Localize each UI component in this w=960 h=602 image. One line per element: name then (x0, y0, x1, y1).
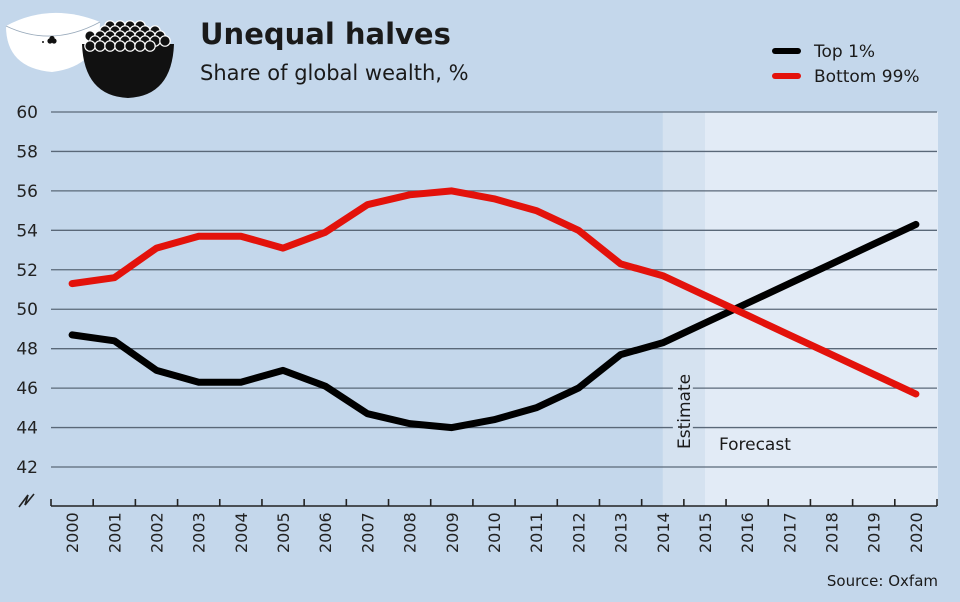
y-tick-label: 48 (16, 340, 38, 360)
bead (94, 40, 106, 52)
forecast-label: Forecast (719, 435, 791, 455)
x-tick-label: 2001 (105, 512, 124, 553)
y-tick-label: 58 (16, 142, 38, 162)
estimate-label: Estimate (675, 374, 695, 449)
series-line-top-1 (68, 220, 920, 432)
y-tick-label: 46 (16, 379, 38, 399)
legend-label-top-1: Top 1% (813, 42, 875, 62)
x-tick-label: 2016 (738, 512, 757, 553)
x-tick-label: 2009 (443, 512, 462, 553)
x-tick-label: 2013 (612, 512, 631, 553)
x-tick-label: 2011 (527, 512, 546, 553)
x-tick-label: 2003 (190, 512, 209, 553)
bead (159, 35, 171, 47)
y-tick-label: 56 (16, 182, 38, 202)
bead (124, 40, 136, 52)
x-tick-label: 2015 (696, 512, 715, 553)
chart-subtitle: Share of global wealth, % (200, 61, 469, 85)
x-tick-label: 2002 (147, 512, 166, 553)
empty-bowl-icon (5, 12, 101, 73)
x-tick-label: 2010 (485, 512, 504, 553)
x-tick-label: 2006 (316, 512, 335, 553)
axis-break-icon (18, 493, 35, 508)
bead (134, 40, 146, 52)
series-line-bottom-99 (68, 187, 920, 398)
x-tick-label: 2014 (654, 512, 673, 553)
x-tick-label: 2018 (823, 512, 842, 553)
source-note: Source: Oxfam (827, 572, 938, 590)
y-tick-label: 42 (16, 458, 38, 478)
full-bowl-icon (82, 20, 174, 98)
x-tick-label: 2004 (232, 512, 251, 553)
bead (84, 40, 96, 52)
x-tick-label: 2017 (780, 512, 799, 553)
chart-title: Unequal halves (200, 17, 451, 51)
bowls-illustration (5, 12, 174, 98)
bead (104, 40, 116, 52)
bead (144, 40, 156, 52)
x-tick-label: 2005 (274, 512, 293, 553)
x-tick-label: 2000 (63, 512, 82, 553)
y-tick-label: 60 (16, 103, 38, 123)
bead (114, 40, 126, 52)
x-tick-label: 2008 (401, 512, 420, 553)
legend-label-bottom-99: Bottom 99% (814, 67, 920, 87)
legend: Top 1% Bottom 99% (772, 42, 920, 87)
x-tick-label: 2020 (907, 512, 926, 553)
x-tick-label: 2007 (358, 512, 377, 553)
y-tick-label: 54 (16, 221, 38, 241)
y-tick-label: 44 (16, 419, 38, 439)
y-tick-label: 50 (16, 300, 38, 320)
y-tick-label: 52 (16, 261, 38, 281)
x-tick-label: 2019 (865, 512, 884, 553)
estimate-label-bg (672, 370, 693, 450)
x-tick-label: 2012 (569, 512, 588, 553)
